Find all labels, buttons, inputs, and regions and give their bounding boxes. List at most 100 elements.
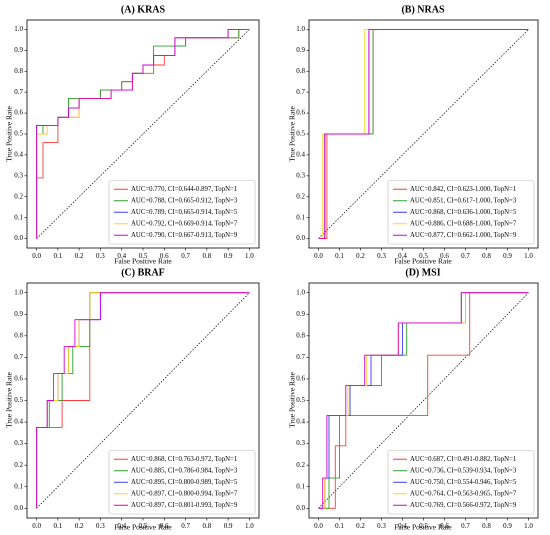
x-tick-label: 0.3 <box>96 522 105 530</box>
y-tick-label: 0.8 <box>296 67 305 75</box>
y-tick-label: 0.1 <box>14 482 23 490</box>
x-tick-label: 0.7 <box>461 522 470 530</box>
y-tick-label: 0.1 <box>296 213 305 221</box>
x-tick-label: 1.0 <box>245 522 254 530</box>
legend-entry: AUC=0.769, CI=0.566-0.972, TopN=9 <box>410 502 517 509</box>
x-tick-label: 0.3 <box>96 252 105 260</box>
x-tick-label: 0.5 <box>139 252 148 260</box>
x-axis-label: False Positive Rate <box>114 257 172 266</box>
y-tick-label: 0.7 <box>14 353 23 361</box>
y-tick-label: 0.8 <box>296 331 305 339</box>
x-tick-label: 0.6 <box>160 252 169 260</box>
legend-entry: AUC=0.792, CI=0.669-0.914, TopN=7 <box>131 220 238 227</box>
y-tick-label: 0.2 <box>296 461 305 469</box>
legend-entry: AUC=0.770, CI=0.644-0.897, TopN=1 <box>131 186 237 193</box>
legend-entry: AUC=0.885, CI=0.786-0.984, TopN=3 <box>131 467 238 474</box>
roc-curve-topn-4 <box>318 28 529 240</box>
x-tick-label: 0.1 <box>53 522 62 530</box>
x-tick-label: 1.0 <box>245 252 254 260</box>
y-tick-label: 0.6 <box>14 375 23 383</box>
x-tick-label: 0.0 <box>32 522 41 530</box>
x-tick-label: 0.8 <box>202 522 211 530</box>
legend-entry: AUC=0.789, CI=0.665-0.914, TopN=5 <box>131 209 238 216</box>
x-tick-label: 0.1 <box>53 252 62 260</box>
roc-panel-3: (D) MSI 0.0 0.1 0.2 0.3 0.4 0.5 0.6 0.7 0.8 0.9 1.0… <box>288 267 539 532</box>
x-tick-label: 0.2 <box>75 252 84 260</box>
y-tick-label: 0.9 <box>14 310 23 318</box>
legend-entry: AUC=0.897, CI=0.801-0.993, TopN=9 <box>131 502 238 509</box>
y-tick-label: 0.5 <box>14 396 23 404</box>
y-tick-label: 0.3 <box>296 171 305 179</box>
roc-panel-2: (C) BRAF 0.0 0.1 0.2 0.3 0.4 0.5 0.6 0.7 0.8 0.9 1.… <box>5 267 260 532</box>
roc-curve-topn-4 <box>36 292 250 509</box>
x-tick-label: 0.3 <box>377 522 386 530</box>
y-tick-label: 0.5 <box>296 396 305 404</box>
x-tick-label: 0.8 <box>482 522 491 530</box>
y-tick-label: 0.2 <box>296 192 305 200</box>
y-tick-label: 1.0 <box>296 288 305 296</box>
x-tick-label: 0.2 <box>75 522 84 530</box>
x-tick-label: 0.6 <box>160 522 169 530</box>
y-tick-label: 0.1 <box>296 482 305 490</box>
x-tick-label: 0.8 <box>202 252 211 260</box>
legend-entry: AUC=0.851, CI=0.617-1.000, TopN=3 <box>410 197 517 204</box>
y-axis-label: True Positive Rate <box>5 372 14 428</box>
x-tick-label: 0.3 <box>377 252 386 260</box>
y-tick-label: 0.3 <box>296 439 305 447</box>
legend-entry: AUC=0.790, CI=0.667-0.913, TopN=9 <box>131 232 238 239</box>
x-tick-label: 0.7 <box>181 252 190 260</box>
y-tick-label: 0.8 <box>14 331 23 339</box>
legend-box <box>387 450 535 515</box>
panel-title: (B) NRAS <box>401 4 444 15</box>
y-tick-label: 1.0 <box>14 288 23 296</box>
legend-entry: AUC=0.788, CI=0.665-0.912, TopN=3 <box>131 197 238 204</box>
y-tick-label: 0.3 <box>14 439 23 447</box>
panel-title: (A) KRAS <box>121 4 166 15</box>
x-tick-label: 0.8 <box>482 252 491 260</box>
y-tick-label: 0.9 <box>296 46 305 54</box>
y-axis-label: True Positive Rate <box>288 106 297 162</box>
x-axis-label: False Positive Rate <box>394 523 452 530</box>
chance-diagonal-line <box>318 29 529 239</box>
y-tick-label: 0.0 <box>296 504 305 512</box>
legend-box <box>108 450 256 515</box>
x-tick-label: 0.6 <box>440 252 449 260</box>
x-tick-label: 1.0 <box>524 522 533 530</box>
panel-title: (D) MSI <box>405 267 440 278</box>
y-tick-label: 0.7 <box>296 353 305 361</box>
legend-entry: AUC=0.687, CI=0.491-0.882, TopN=1 <box>410 456 516 463</box>
chance-diagonal-line <box>318 292 529 509</box>
x-tick-label: 0.7 <box>181 522 190 530</box>
x-tick-label: 0.6 <box>440 522 449 530</box>
x-tick-label: 0.4 <box>117 522 126 530</box>
panel-title: (C) BRAF <box>121 267 165 278</box>
x-tick-label: 0.9 <box>503 252 512 260</box>
legend-entry: AUC=0.868, CI=0.763-0.972, TopN=1 <box>131 456 237 463</box>
legend-entry: AUC=0.736, CI=0.539-0.934, TopN=3 <box>410 467 517 474</box>
roc-curve-topn-4 <box>318 292 529 509</box>
y-tick-label: 0.3 <box>14 171 23 179</box>
x-tick-label: 0.9 <box>503 522 512 530</box>
y-tick-label: 0.7 <box>14 88 23 96</box>
roc-panel-1: (B) NRAS 0.0 0.1 0.2 0.3 0.4 0.5 0.6 0.7 0.8 0.9 1.… <box>288 4 539 266</box>
y-tick-label: 0.7 <box>296 88 305 96</box>
roc-curve-topn-0 <box>318 292 529 509</box>
x-tick-label: 0.4 <box>398 252 407 260</box>
x-tick-label: 1.0 <box>524 252 533 260</box>
y-tick-label: 0.0 <box>14 504 23 512</box>
y-tick-label: 0.1 <box>14 213 23 221</box>
y-tick-label: 0.0 <box>296 234 305 242</box>
y-axis-label: True Positive Rate <box>5 106 14 162</box>
legend-entry: AUC=0.750, CI=0.554-0.946, TopN=5 <box>410 479 517 486</box>
x-tick-label: 0.9 <box>224 522 233 530</box>
x-tick-label: 0.2 <box>356 522 365 530</box>
legend-entry: AUC=0.897, CI=0.800-0.994, TopN=7 <box>131 490 238 497</box>
x-tick-label: 0.4 <box>398 522 407 530</box>
y-tick-label: 0.2 <box>14 461 23 469</box>
y-tick-label: 0.5 <box>14 130 23 138</box>
y-tick-label: 0.9 <box>296 310 305 318</box>
y-tick-label: 1.0 <box>14 25 23 33</box>
y-tick-label: 0.8 <box>14 67 23 75</box>
